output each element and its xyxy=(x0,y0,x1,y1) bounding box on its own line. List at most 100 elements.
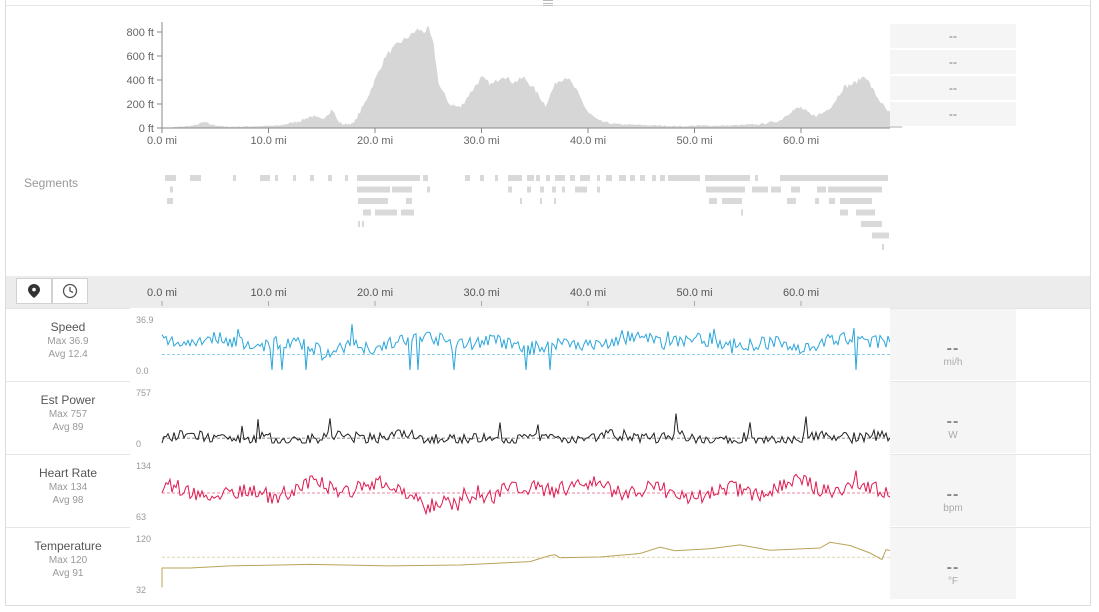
stream-name: Temperature xyxy=(34,539,102,553)
segment-bar[interactable] xyxy=(630,175,635,181)
drag-handle-icon[interactable] xyxy=(543,0,553,6)
segment-bar[interactable] xyxy=(722,198,742,204)
segment-bar[interactable] xyxy=(597,175,600,181)
segment-bar[interactable] xyxy=(363,209,371,216)
segment-bar[interactable] xyxy=(861,221,882,227)
stream-value-box-3: -- °F xyxy=(890,528,1016,599)
stream-line xyxy=(161,413,890,445)
segment-bar[interactable] xyxy=(780,175,888,181)
segment-bar[interactable] xyxy=(829,198,835,204)
segment-bar[interactable] xyxy=(536,175,540,181)
segment-bar[interactable] xyxy=(495,175,498,181)
segment-bar[interactable] xyxy=(580,175,590,181)
segment-bar[interactable] xyxy=(520,198,522,204)
segment-bar[interactable] xyxy=(328,175,332,181)
segment-bar[interactable] xyxy=(755,175,758,181)
elevation-chart[interactable]: 800 ft 600 ft 400 ft 200 ft 0 ft 0.0 mi 10.0 … xyxy=(0,0,1099,150)
elevation-x-tick-label: 10.0 mi xyxy=(250,135,286,147)
segment-bar[interactable] xyxy=(709,198,717,204)
segment-bar[interactable] xyxy=(357,186,390,193)
stream-ymax-label: 134 xyxy=(136,461,151,471)
segment-bar[interactable] xyxy=(882,244,884,250)
time-mode-button[interactable] xyxy=(52,278,88,304)
stream-ymax-label: 120 xyxy=(136,534,151,544)
segment-bar[interactable] xyxy=(375,209,397,216)
segment-bar[interactable] xyxy=(527,175,534,181)
stream-chart-3[interactable]: 120 32 xyxy=(130,527,890,600)
stream-avg: Avg 12.4 xyxy=(48,349,88,360)
stream-unit: W xyxy=(948,430,958,441)
segment-bar[interactable] xyxy=(508,186,512,193)
segment-bar[interactable] xyxy=(345,175,348,181)
stream-value-box-0: -- mi/h xyxy=(890,309,1016,380)
segment-bar[interactable] xyxy=(392,186,412,193)
segment-bar[interactable] xyxy=(828,186,882,193)
segment-bar[interactable] xyxy=(552,186,556,193)
segment-bar[interactable] xyxy=(575,186,587,193)
segment-bar[interactable] xyxy=(357,175,420,181)
segment-bar[interactable] xyxy=(423,175,428,181)
segment-bar[interactable] xyxy=(619,175,626,181)
segment-bar[interactable] xyxy=(640,175,645,181)
stream-max: Max 757 xyxy=(48,409,88,420)
segment-bar[interactable] xyxy=(856,209,875,216)
segment-bar[interactable] xyxy=(555,175,565,181)
segment-bar[interactable] xyxy=(771,186,781,193)
segment-bar[interactable] xyxy=(480,175,484,181)
segment-bar[interactable] xyxy=(358,198,388,204)
segment-bar[interactable] xyxy=(508,175,522,181)
toolbar-x-tick-label: 30.0 mi xyxy=(463,287,499,299)
stream-ymin-label: 0.0 xyxy=(136,366,149,376)
segment-bar[interactable] xyxy=(817,186,826,193)
segment-bar[interactable] xyxy=(540,198,542,204)
segment-bar[interactable] xyxy=(260,175,270,181)
segment-bar[interactable] xyxy=(358,221,360,227)
segment-bar[interactable] xyxy=(465,175,470,181)
segment-bar[interactable] xyxy=(546,175,550,181)
segment-bar[interactable] xyxy=(527,186,531,193)
segment-bar[interactable] xyxy=(401,209,414,216)
segment-bar[interactable] xyxy=(570,175,575,181)
segment-bar[interactable] xyxy=(597,186,600,193)
segment-bar[interactable] xyxy=(840,209,848,216)
segment-bar[interactable] xyxy=(362,221,364,227)
segment-bar[interactable] xyxy=(660,175,665,181)
segment-bar[interactable] xyxy=(554,198,556,204)
segments-track[interactable] xyxy=(0,150,1099,270)
segment-bar[interactable] xyxy=(741,209,743,216)
toolbar-x-tick-label: 40.0 mi xyxy=(570,287,606,299)
elevation-x-tick-label: 50.0 mi xyxy=(676,135,712,147)
segment-bar[interactable] xyxy=(167,198,173,204)
distance-mode-button[interactable] xyxy=(16,278,52,304)
segment-bar[interactable] xyxy=(706,186,745,193)
segment-bar[interactable] xyxy=(275,175,278,181)
segment-bar[interactable] xyxy=(752,186,768,193)
segment-bar[interactable] xyxy=(170,186,173,193)
elevation-x-tick-label: 20.0 mi xyxy=(357,135,393,147)
clock-icon xyxy=(62,283,78,299)
segment-bar[interactable] xyxy=(872,232,889,239)
elevation-x-tick-label: 0.0 mi xyxy=(147,135,177,147)
segment-bar[interactable] xyxy=(705,175,750,181)
segment-bar[interactable] xyxy=(668,175,700,181)
segment-bar[interactable] xyxy=(310,175,314,181)
segment-bar[interactable] xyxy=(406,198,412,204)
stream-chart-2[interactable]: 134 63 xyxy=(130,454,890,527)
segment-bar[interactable] xyxy=(787,198,796,204)
stream-chart-0[interactable]: 36.9 0.0 xyxy=(130,308,890,381)
stream-chart-1[interactable]: 757 0 xyxy=(130,381,890,454)
stream-name: Speed xyxy=(50,320,86,334)
segment-bar[interactable] xyxy=(791,186,800,193)
segment-bar[interactable] xyxy=(840,198,872,204)
segment-bar[interactable] xyxy=(165,175,176,181)
segment-bar[interactable] xyxy=(233,175,236,181)
segment-bar[interactable] xyxy=(540,186,544,193)
segment-bar[interactable] xyxy=(562,186,565,193)
segment-bar[interactable] xyxy=(190,175,201,181)
segment-bar[interactable] xyxy=(652,175,656,181)
elevation-y-tick-label: 0 ft xyxy=(139,123,154,135)
segment-bar[interactable] xyxy=(815,198,819,204)
segment-bar[interactable] xyxy=(427,186,430,193)
segment-bar[interactable] xyxy=(293,175,296,181)
segment-bar[interactable] xyxy=(606,175,612,181)
